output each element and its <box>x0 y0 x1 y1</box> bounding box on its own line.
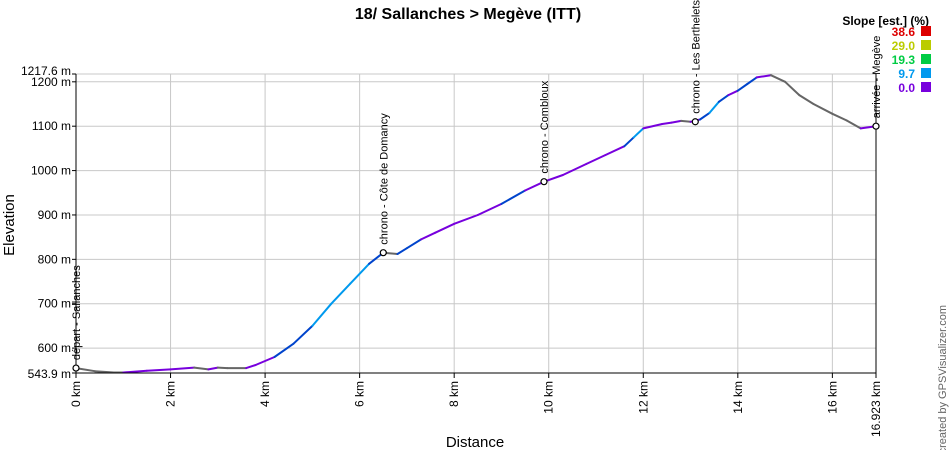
legend-value-2: 19.3 <box>892 53 916 67</box>
waypoint-label-4: arrivée - Megève <box>871 36 883 119</box>
y-axis-ticks: 543.9 m 600 m 700 m 800 m 900 m 1000 m 1100 m 1… <box>21 64 76 381</box>
x-tick-label-5: 10 km <box>542 381 556 414</box>
y-tick-label-0: 543.9 m <box>28 367 71 381</box>
profile-segment-7 <box>207 366 219 371</box>
x-tick-label-8: 16 km <box>825 381 839 414</box>
profile-segment-33 <box>642 123 664 130</box>
profile-segment-30 <box>604 145 626 156</box>
profile-segment-21 <box>420 231 437 241</box>
profile-segment-40 <box>717 94 730 103</box>
x-tick-label-6: 12 km <box>636 381 650 414</box>
waypoint-label-0: départ - Sallanches <box>71 265 83 360</box>
profile-segment-1 <box>93 370 115 374</box>
profile-segment-43 <box>746 76 758 85</box>
profile-segment-45 <box>769 74 787 83</box>
profile-segment-44 <box>755 74 772 79</box>
profile-segment-28 <box>561 162 588 176</box>
profile-segment-38 <box>699 111 711 121</box>
profile-segment-13 <box>292 324 314 345</box>
profile-segment-6 <box>193 366 210 371</box>
legend-swatch-2 <box>921 54 931 64</box>
profile-segment-50 <box>845 119 862 130</box>
profile-segment-10 <box>245 364 257 370</box>
y-tick-label-1: 600 m <box>38 341 71 355</box>
profile-segment-11 <box>254 356 276 366</box>
profile-segment-36 <box>680 119 692 123</box>
profile-segment-42 <box>736 83 749 92</box>
legend-swatch-3 <box>921 68 931 78</box>
legend-value-3: 9.7 <box>898 67 915 81</box>
legend-value-1: 29.0 <box>892 39 916 53</box>
profile-segment-4 <box>145 368 172 372</box>
profile-segment-14 <box>311 302 333 327</box>
y-tick-label-8: 1217.6 m <box>21 64 71 78</box>
waypoint-markers: départ - Sallanches chrono - Côte de Doma… <box>71 0 883 372</box>
profile-segment-41 <box>727 89 739 97</box>
profile-segment-20 <box>405 238 423 250</box>
profile-segment-32 <box>632 127 645 139</box>
y-tick-label-4: 900 m <box>38 208 71 222</box>
y-axis-title: Elevation <box>1 194 18 256</box>
profile-segment-35 <box>670 119 683 124</box>
y-tick-label-7: 1200 m <box>31 75 71 89</box>
profile-area <box>76 75 876 373</box>
profile-segment-22 <box>434 222 456 234</box>
legend-swatch-4 <box>921 82 931 92</box>
x-tick-label-4: 8 km <box>447 381 461 407</box>
waypoint-dot-4 <box>872 122 880 130</box>
slope-legend: Slope [est.] (%) 38.629.019.39.70.0 <box>842 14 931 95</box>
waypoint-label-3: chrono - Les Berthelets <box>690 0 702 114</box>
profile-segment-15 <box>330 282 352 305</box>
x-tick-label-7: 14 km <box>731 381 745 414</box>
profile-segment-25 <box>500 189 527 205</box>
legend-swatch-1 <box>921 40 931 50</box>
waypoint-dot-2 <box>540 178 548 186</box>
y-tick-label-6: 1100 m <box>32 119 71 133</box>
profile-segment-46 <box>784 80 801 97</box>
x-tick-label-2: 4 km <box>258 381 272 407</box>
y-tick-label-3: 800 m <box>38 252 71 266</box>
credit-text: created by GPSVisualizer.com <box>937 305 949 450</box>
profile-segment-16 <box>349 262 371 285</box>
waypoint-label-2: chrono - Combloux <box>539 80 551 173</box>
profile-segment-23 <box>453 214 479 225</box>
waypoint-dot-1 <box>379 249 387 257</box>
profile-fill <box>76 75 876 373</box>
waypoint-label-1: chrono - Côte de Domancy <box>378 113 390 245</box>
x-tick-label-1: 2 km <box>164 381 178 407</box>
profile-segment-3 <box>122 369 148 374</box>
waypoint-dot-0 <box>72 364 80 372</box>
y-tick-label-5: 1000 m <box>31 164 71 178</box>
profile-segment-48 <box>812 103 834 115</box>
profile-line <box>75 74 877 374</box>
x-tick-label-3: 6 km <box>353 381 367 407</box>
profile-segment-49 <box>831 112 848 122</box>
profile-segment-19 <box>396 247 408 255</box>
waypoint-dot-3 <box>691 118 699 126</box>
profile-segment-31 <box>623 136 635 148</box>
legend-value-4: 0.0 <box>898 81 915 95</box>
profile-segment-39 <box>708 100 720 114</box>
profile-segment-5 <box>169 366 196 371</box>
y-tick-label-2: 700 m <box>38 297 71 311</box>
chart-title: 18/ Sallanches > Megève (ITT) <box>355 6 581 23</box>
legend-swatch-0 <box>921 26 931 36</box>
profile-segment-24 <box>476 202 503 216</box>
profile-segment-8 <box>216 366 229 370</box>
x-tick-label-0: 0 km <box>69 381 83 407</box>
x-axis-ticks: 0 km 2 km 4 km 6 km 8 km 10 km 12 km 14 km 16 km… <box>69 373 883 437</box>
x-axis-title: Distance <box>446 434 504 450</box>
x-tick-label-9: 16.923 km <box>869 381 883 437</box>
profile-segment-12 <box>273 342 295 358</box>
profile-segment-47 <box>798 94 815 105</box>
profile-segment-29 <box>585 154 607 165</box>
legend-title: Slope [est.] (%) <box>842 14 929 28</box>
legend-value-0: 38.6 <box>892 25 916 39</box>
profile-segment-34 <box>661 121 673 125</box>
